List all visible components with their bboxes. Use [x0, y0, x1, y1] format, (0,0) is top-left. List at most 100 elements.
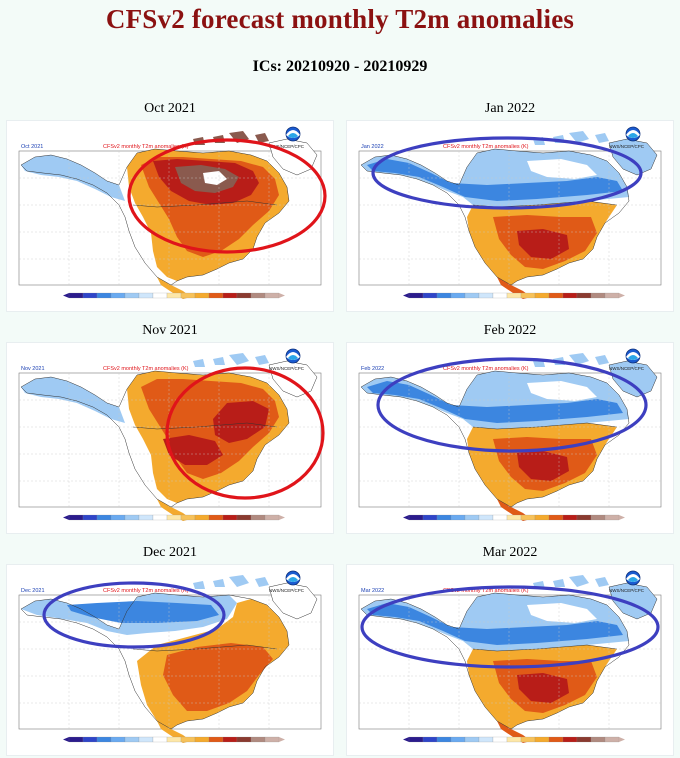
- colorbar-swatch: [236, 292, 252, 299]
- colorbar-swatch: [478, 736, 494, 743]
- strong-cold-anomaly-region: [367, 603, 623, 645]
- colorbar-swatch: [506, 736, 522, 743]
- colorbar-swatch: [250, 292, 266, 299]
- greenland: [269, 583, 317, 619]
- map-credit: NWS/NCEP/CPC: [269, 588, 305, 593]
- colorbar-swatch: [590, 736, 606, 743]
- colorbar-swatch: [576, 292, 592, 299]
- map-title: CFSv2 monthly T2m anomalies (K): [103, 144, 189, 150]
- strong-warm-anomaly-region: [163, 643, 273, 711]
- blue-highlight-circle: [371, 136, 643, 210]
- colorbar-swatch: [124, 736, 140, 743]
- colorbar-swatch: [82, 736, 98, 743]
- colorbar-swatch: [264, 514, 280, 521]
- panel-label-jan-2022: Jan 2022: [484, 101, 536, 116]
- arctic-island: [193, 359, 205, 367]
- arctic-island: [255, 577, 269, 587]
- map-month-label: Dec 2021: [21, 588, 45, 594]
- anomaly-map: Dec 2021 CFSv2 monthly T2m anomalies (K) N…: [18, 570, 322, 743]
- colorbar-swatch: [264, 292, 280, 299]
- colorbar-swatch: [408, 736, 424, 743]
- colorbar-swatch: [534, 292, 550, 299]
- neutral-pocket-region: [527, 381, 597, 401]
- anomaly-map: Nov 2021 CFSv2 monthly T2m anomalies (K) N…: [18, 348, 325, 521]
- colorbar-swatch: [604, 736, 620, 743]
- noaa-logo-icon: [625, 126, 641, 142]
- colorbar-swatch: [208, 736, 224, 743]
- colorbar-swatch: [562, 292, 578, 299]
- colorbar-swatch: [208, 514, 224, 521]
- page-title: CFSv2 forecast monthly T2m anomalies: [105, 4, 575, 34]
- noaa-logo-icon: [285, 126, 301, 142]
- colorbar-swatch: [534, 736, 550, 743]
- colorbar-swatch: [264, 736, 280, 743]
- arctic-island: [595, 577, 609, 587]
- anomaly-colorbar: [63, 736, 285, 743]
- colorbar-swatch: [138, 514, 154, 521]
- colorbar-swatch: [506, 292, 522, 299]
- colorbar-swatch: [436, 514, 452, 521]
- colorbar-swatch: [250, 514, 266, 521]
- anomaly-map: Mar 2022 CFSv2 monthly T2m anomalies (K) N…: [358, 570, 662, 743]
- anomaly-colorbar: [63, 292, 285, 299]
- panel-label-nov-2021: Nov 2021: [142, 323, 198, 338]
- colorbar-swatch: [236, 736, 252, 743]
- colorbar-swatch: [110, 736, 126, 743]
- arctic-island: [229, 353, 249, 365]
- colorbar-swatch: [138, 292, 154, 299]
- arctic-island: [569, 353, 589, 365]
- colorbar-swatch: [222, 514, 238, 521]
- colorbar-swatch: [450, 514, 466, 521]
- colorbar-swatch: [194, 736, 210, 743]
- arctic-island: [213, 579, 225, 587]
- very-strong-warm-anomaly-region: [517, 451, 569, 481]
- map-panel-dec-2021: Dec 2021 CFSv2 monthly T2m anomalies (K) N…: [6, 564, 334, 756]
- strong-cold-anomaly-region: [367, 381, 623, 423]
- map-month-label: Feb 2022: [361, 366, 384, 372]
- arctic-island: [255, 355, 269, 365]
- map-credit: NWS/NCEP/CPC: [609, 144, 645, 149]
- colorbar-swatch: [422, 514, 438, 521]
- map-panel-feb-2022: Feb 2022 CFSv2 monthly T2m anomalies (K) N…: [346, 342, 674, 534]
- blue-highlight-circle: [360, 585, 660, 669]
- strong-cold-anomaly-region: [67, 601, 219, 623]
- map-month-label: Mar 2022: [361, 588, 384, 594]
- colorbar-swatch: [68, 736, 84, 743]
- blue-highlight-circle: [42, 581, 226, 649]
- colorbar-swatch: [436, 736, 452, 743]
- very-strong-warm-anomaly-region: [213, 401, 269, 443]
- colorbar-swatch: [464, 736, 480, 743]
- panel-label-oct-2021: Oct 2021: [144, 101, 196, 116]
- colorbar-swatch: [222, 292, 238, 299]
- greenland: [609, 139, 657, 175]
- neutral-pocket-region: [527, 603, 597, 623]
- colorbar-swatch: [250, 736, 266, 743]
- colorbar-swatch: [180, 736, 196, 743]
- arctic-island: [569, 131, 589, 143]
- colorbar-swatch: [478, 514, 494, 521]
- very-strong-warm-anomaly-region-south: [163, 435, 223, 465]
- colorbar-swatch: [492, 292, 508, 299]
- map-month-label: Nov 2021: [21, 366, 45, 372]
- anomaly-colorbar: [403, 736, 625, 743]
- noaa-logo-icon: [625, 570, 641, 586]
- colorbar-swatch: [82, 292, 98, 299]
- colorbar-swatch: [422, 292, 438, 299]
- map-credit: NWS/NCEP/CPC: [269, 144, 305, 149]
- colorbar-swatch: [208, 292, 224, 299]
- colorbar-swatch: [450, 736, 466, 743]
- blue-highlight-circle: [376, 357, 648, 453]
- colorbar-swatch: [236, 514, 252, 521]
- colorbar-swatch: [180, 292, 196, 299]
- map-month-label: Oct 2021: [21, 144, 43, 150]
- anomaly-colorbar: [403, 292, 625, 299]
- arctic-island: [255, 133, 269, 143]
- map-panel-nov-2021: Nov 2021 CFSv2 monthly T2m anomalies (K) N…: [6, 342, 334, 534]
- panel-label-feb-2022: Feb 2022: [483, 323, 537, 338]
- greenland: [269, 361, 317, 397]
- colorbar-swatch: [562, 514, 578, 521]
- colorbar-swatch: [534, 514, 550, 521]
- colorbar-swatch: [152, 292, 168, 299]
- colorbar-swatch: [194, 292, 210, 299]
- colorbar-swatch: [222, 736, 238, 743]
